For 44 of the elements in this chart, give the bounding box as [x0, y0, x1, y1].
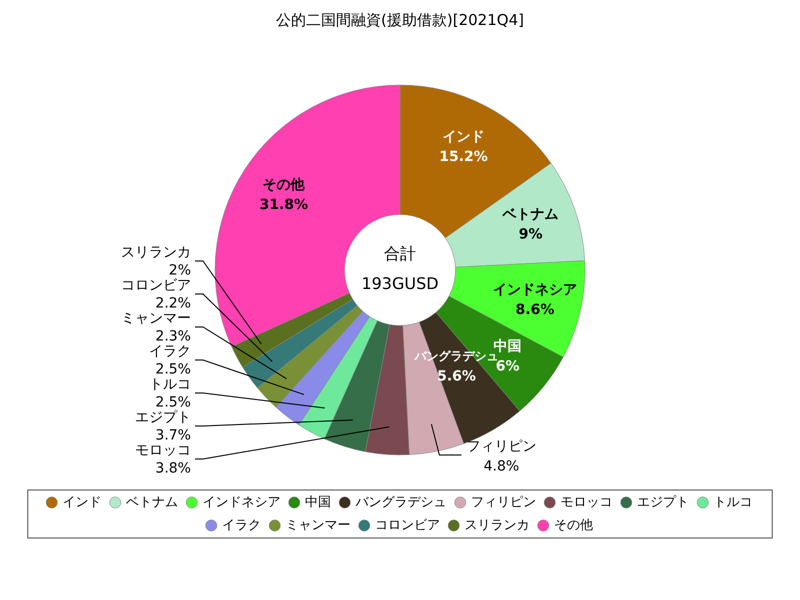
legend-label: フィリピン [470, 494, 536, 510]
slice-label: スリランカ [121, 244, 191, 261]
slice-label: イラク [149, 344, 191, 360]
legend-label: インド [62, 494, 102, 510]
legend-label: その他 [554, 518, 593, 533]
slice-label: インドネシア [492, 282, 577, 298]
legend-label: スリランカ [464, 518, 530, 533]
slice-label: コロンビア [121, 278, 191, 294]
data-label: 6% [496, 358, 520, 374]
data-label: 3.8% [155, 460, 191, 477]
legend-label: インドネシア [202, 494, 280, 510]
slice-label: ベトナム [502, 206, 559, 222]
legend-label: イラク [222, 518, 261, 533]
text: 193GUSD [361, 274, 439, 294]
slice-label: インド [442, 128, 485, 145]
data-label: 15.2% [439, 148, 488, 165]
legend-label: ベトナム [126, 494, 178, 510]
data-label: 2.2% [155, 296, 191, 312]
slice-label: フィリピン [466, 438, 536, 455]
slice-label: モロッコ [135, 442, 191, 459]
data-label: 5.6% [437, 368, 476, 385]
data-label: 4.8% [484, 458, 520, 475]
slice-label: その他 [262, 176, 306, 193]
legend-label: コロンビア [374, 518, 440, 533]
data-label: 8.6% [516, 302, 554, 318]
data-label: 9% [518, 226, 543, 242]
legend-label: トルコ [713, 494, 752, 510]
legend-label: モロッコ [560, 494, 612, 510]
slice-label: トルコ [149, 376, 191, 393]
legend-label: エジプト [636, 494, 689, 510]
slice-label: ミャンマー [121, 310, 191, 327]
data-label: 2.3% [155, 328, 191, 345]
data-label: 3.7% [155, 428, 191, 444]
chart-title: 公的二国間融資(援助借款)[2021Q4] [276, 10, 524, 29]
slice-label: 中国 [494, 338, 522, 354]
data-label: 2.5% [155, 362, 191, 378]
legend-label: バングラデシュ [354, 494, 446, 510]
legend-label: ミャンマー [285, 518, 350, 533]
legend-label: 中国 [304, 494, 331, 510]
data-label: 2% [168, 262, 191, 279]
data-label: 2.5% [155, 394, 191, 411]
text: 合計 [384, 244, 416, 264]
slice-label: エジプト [135, 410, 191, 426]
data-label: 31.8% [259, 196, 308, 213]
